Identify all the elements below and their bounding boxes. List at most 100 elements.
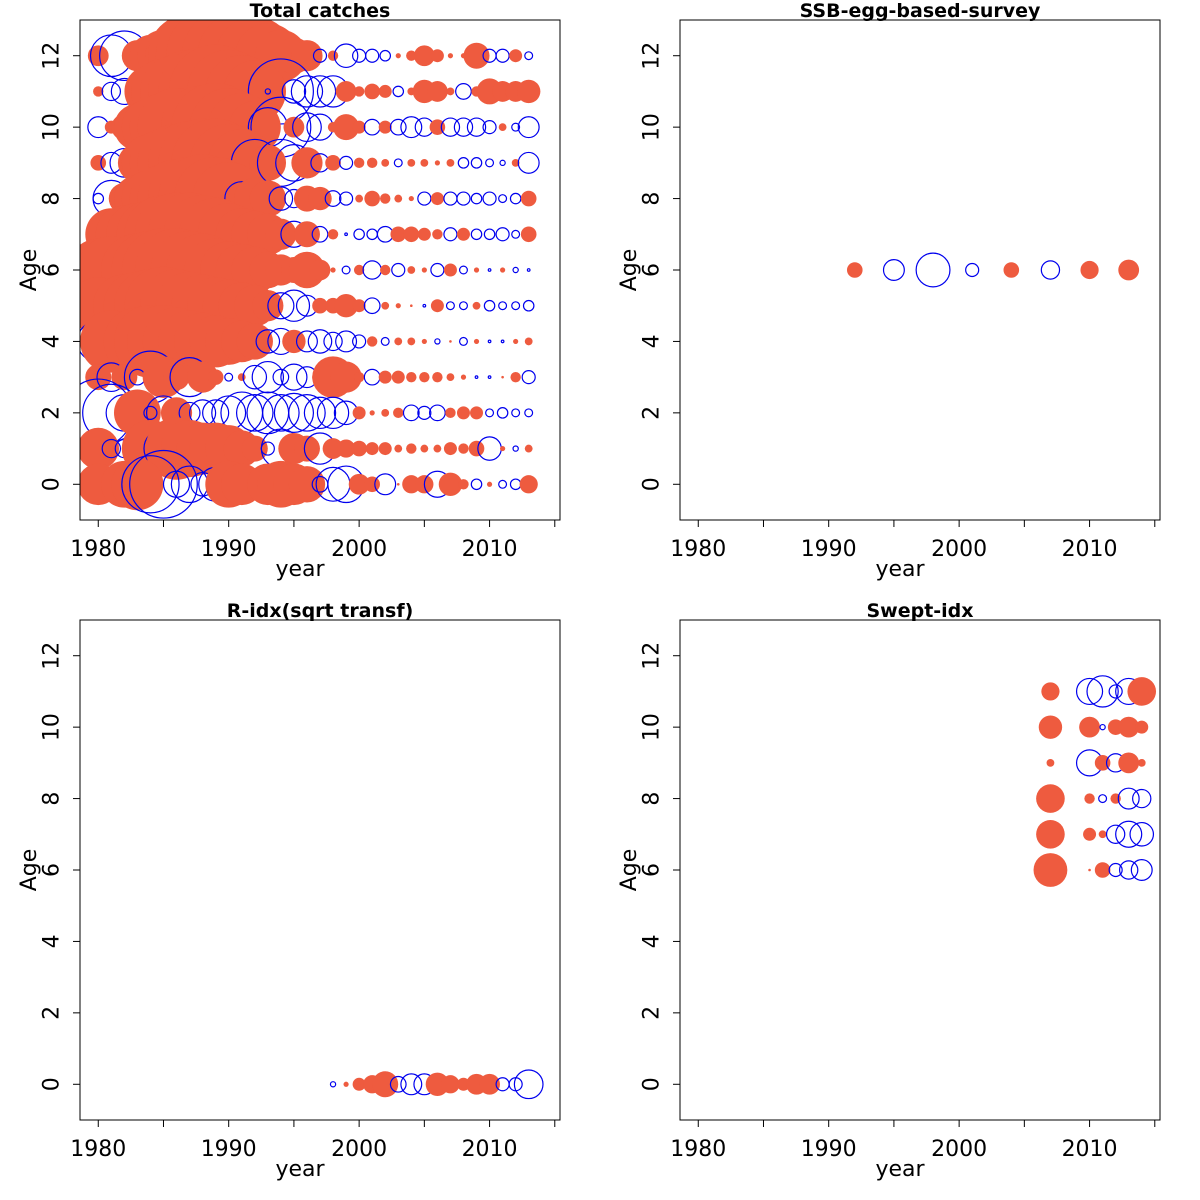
bubble-positive	[93, 86, 104, 97]
bubble-positive	[1036, 784, 1065, 813]
bubble-negative	[281, 79, 307, 104]
bubble-negative	[512, 445, 519, 452]
bubble-positive	[1118, 716, 1140, 738]
bubble-positive	[430, 49, 444, 63]
bubble-positive	[364, 190, 380, 207]
bubble-negative	[379, 49, 392, 62]
bubble-positive	[443, 263, 457, 277]
y-tick-label: 10	[640, 113, 665, 141]
bubble-positive	[445, 407, 456, 419]
bubble-positive	[456, 227, 470, 241]
y-tick-label: 6	[40, 863, 65, 877]
bubble-positive	[364, 476, 380, 493]
bubble-negative	[1108, 862, 1123, 878]
y-tick-label: 2	[640, 1006, 665, 1020]
bubble-negative	[273, 392, 315, 433]
bubble-positive	[372, 1071, 399, 1098]
bubble-negative	[363, 297, 381, 315]
bubble-negative	[1108, 684, 1123, 699]
bubble-positive	[446, 373, 455, 382]
bubble-positive	[426, 81, 448, 102]
bubble-negative	[307, 329, 333, 354]
bubble-negative	[524, 51, 534, 61]
bubble-positive	[420, 158, 429, 167]
bubble-negative	[312, 48, 328, 63]
y-tick-label: 4	[640, 334, 665, 348]
bubble-positive	[472, 301, 481, 310]
bubble-positive	[293, 221, 320, 248]
bubble-positive	[291, 40, 323, 72]
bubble-negative	[517, 116, 540, 139]
bubble-negative	[392, 85, 405, 98]
bubble-negative	[440, 117, 461, 137]
bubble-negative	[495, 48, 510, 63]
bubble-negative	[453, 117, 474, 137]
bubble-negative	[428, 404, 446, 422]
bubble-positive	[524, 337, 533, 346]
bubble-negative	[268, 186, 294, 211]
x-tick-label: 1990	[201, 537, 257, 562]
bubble-positive	[322, 438, 344, 459]
bubble-positive	[516, 79, 541, 104]
bubble-positive	[421, 267, 427, 273]
bubble-positive	[378, 84, 392, 98]
bubble-negative	[303, 75, 337, 108]
bubble-positive	[163, 364, 190, 391]
bubble-negative	[323, 331, 343, 352]
bubble-positive	[1079, 716, 1100, 738]
bubble-negative	[485, 408, 495, 418]
bubble-positive	[432, 229, 443, 240]
bubble-positive	[327, 229, 339, 240]
bubble-positive	[353, 264, 365, 276]
x-tick-label: 1990	[201, 1137, 257, 1162]
y-tick-label: 6	[40, 263, 65, 277]
y-tick-label: 0	[640, 477, 665, 491]
y-tick-label: 12	[640, 642, 665, 670]
bubble-negative	[290, 75, 324, 108]
bubble-positive	[1083, 827, 1097, 841]
bubble-positive	[85, 364, 112, 391]
bubble-positive	[420, 444, 429, 453]
bubble-negative	[495, 227, 510, 242]
y-tick-label: 0	[640, 1077, 665, 1091]
x-tick-label: 2010	[1062, 537, 1118, 562]
bubble-negative	[303, 396, 337, 430]
bubble-positive	[348, 473, 370, 495]
chart-panel-3: 1980 1990 2000 2010 0 2 4 6 8 10 12 R-idx(sqrt tran…	[17, 600, 561, 1182]
y-tick-label: 12	[40, 42, 65, 70]
y-tick-label: 10	[40, 713, 65, 741]
y-axis-label: Age	[17, 249, 42, 292]
bubble-negative	[474, 375, 479, 380]
bubble-positive	[441, 1075, 460, 1094]
bubble-positive	[463, 42, 490, 69]
bubble-negative	[121, 455, 180, 514]
bubble-negative	[1129, 821, 1155, 847]
bubble-positive	[470, 406, 484, 420]
bubble-negative	[1115, 820, 1143, 848]
bubble-negative	[277, 289, 311, 322]
bubble-negative	[251, 360, 285, 394]
bubble-positive	[378, 370, 392, 384]
bubble-negative	[458, 301, 468, 311]
bubble-negative	[402, 404, 420, 422]
bubble-negative	[338, 155, 354, 170]
bubble-negative	[316, 396, 350, 430]
bubble-positive	[312, 297, 328, 314]
bubble-positive	[87, 45, 109, 67]
bubble-negative	[280, 363, 308, 391]
bubble-positive	[1127, 677, 1157, 706]
bubble-positive	[510, 371, 521, 383]
bubble-positive	[291, 147, 323, 179]
bubble-negative	[101, 81, 122, 102]
y-tick-label: 8	[640, 192, 665, 206]
bubble-positive	[421, 338, 427, 345]
bubble-positive	[1084, 793, 1095, 804]
bubble-negative	[366, 228, 378, 241]
bubble-negative	[1086, 675, 1119, 708]
bubble-positive	[511, 158, 520, 167]
bubble-positive	[241, 435, 268, 462]
bubble-positive	[479, 1073, 500, 1095]
bubble-positive	[1046, 758, 1055, 767]
bubble-negative	[292, 112, 322, 143]
y-tick-label: 2	[640, 406, 665, 420]
